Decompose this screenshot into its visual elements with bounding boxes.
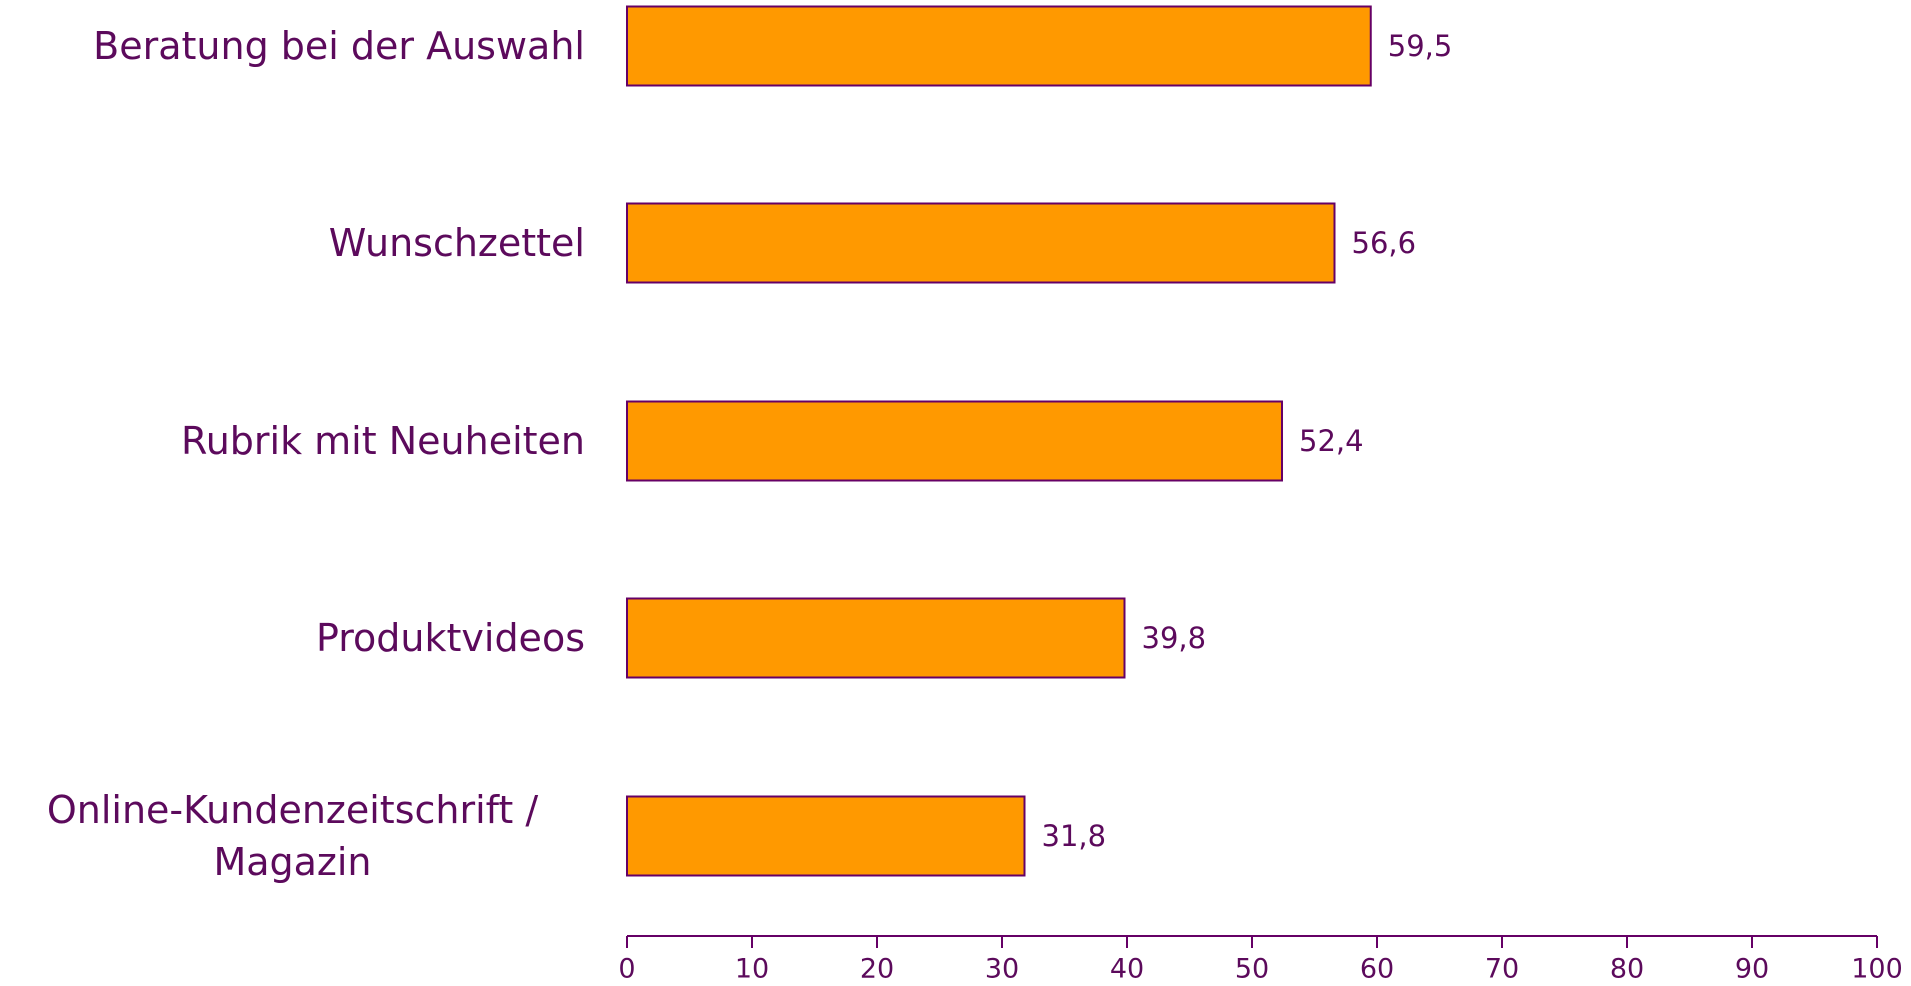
value-label: 56,6 <box>1352 226 1417 260</box>
bar <box>626 400 1283 482</box>
x-tick-label: 50 <box>1235 954 1269 985</box>
x-tick-label: 10 <box>735 954 769 985</box>
bar <box>626 202 1336 284</box>
value-label: 39,8 <box>1142 621 1207 655</box>
category-label: Produktvideos <box>316 616 585 660</box>
bar <box>626 795 1026 877</box>
x-tick-label: 30 <box>985 954 1019 985</box>
bar <box>626 597 1126 679</box>
x-tick-label: 60 <box>1360 954 1394 985</box>
x-tick-label: 100 <box>1851 954 1903 985</box>
x-tick-label: 90 <box>1735 954 1769 985</box>
category-label: Online-Kundenzeitschrift / Magazin <box>46 788 539 884</box>
x-tick-label: 20 <box>860 954 894 985</box>
x-tick-label: 70 <box>1485 954 1519 985</box>
value-label: 52,4 <box>1299 424 1364 458</box>
x-tick-label: 40 <box>1110 954 1144 985</box>
bar <box>626 5 1372 87</box>
x-tick-label: 0 <box>618 954 635 985</box>
category-label: Wunschzettel <box>328 221 585 265</box>
value-label: 31,8 <box>1042 819 1107 853</box>
category-label: Beratung bei der Auswahl <box>93 24 585 68</box>
value-label: 59,5 <box>1388 29 1453 63</box>
x-tick-label: 80 <box>1610 954 1644 985</box>
category-label: Rubrik mit Neuheiten <box>181 419 585 463</box>
